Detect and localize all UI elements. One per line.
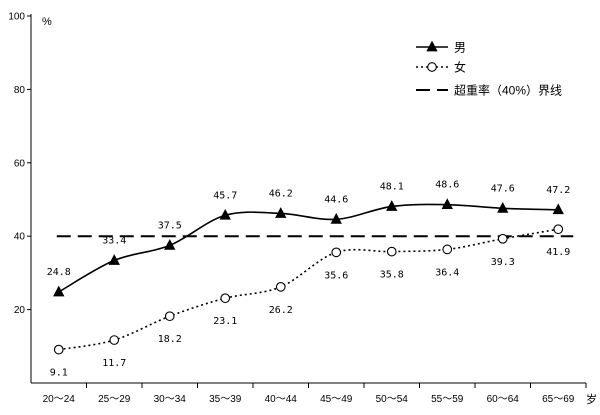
female-data-label: 11.7 — [102, 358, 126, 369]
female-data-label: 35.8 — [380, 270, 404, 281]
male-data-label: 48.6 — [435, 180, 459, 191]
male-data-point — [108, 254, 120, 265]
x-tick-label: 40～44 — [265, 394, 298, 405]
male-data-point — [497, 201, 509, 213]
male-data-label: 37.5 — [158, 220, 182, 231]
male-data-point — [275, 207, 287, 218]
male-data-point — [330, 212, 342, 224]
male-data-label: 47.2 — [546, 185, 570, 196]
legend-item-female: 女 — [416, 60, 466, 75]
legend-item-threshold: 超重率（40%）界线 — [416, 83, 562, 98]
female-data-label: 39.3 — [491, 257, 515, 268]
y-tick-label: 100 — [8, 12, 25, 23]
female-data-label: 23.1 — [213, 316, 237, 327]
y-tick-label: 80 — [14, 85, 26, 96]
female-data-point — [442, 244, 453, 255]
series-group — [53, 198, 564, 355]
male-data-point — [53, 285, 65, 297]
female-data-point — [331, 247, 342, 258]
female-data-label: 26.2 — [269, 305, 293, 316]
male-data-label: 48.1 — [380, 181, 404, 192]
male-data-label: 46.2 — [269, 188, 293, 199]
legend-swatch-marker — [427, 62, 437, 72]
male-data-point — [441, 198, 453, 210]
legend-swatch-marker — [426, 40, 438, 52]
female-data-point — [164, 311, 175, 322]
legend-item-male: 男 — [416, 41, 466, 55]
female-data-point — [386, 246, 397, 257]
x-tick-label: 30～34 — [154, 394, 187, 405]
female-data-label: 9.1 — [50, 368, 68, 379]
data-labels: 24.8 33.4 37.5 45.7 46.2 44.6 48.1 48.6 47.6 47.2… — [47, 180, 571, 379]
male-data-label: 45.7 — [213, 190, 237, 201]
male-data-point — [386, 200, 398, 211]
y-tick-label: 60 — [14, 158, 26, 169]
female-data-point — [553, 224, 564, 235]
x-tick-label: 55～59 — [431, 394, 464, 405]
female-data-point — [109, 335, 120, 345]
x-tick-label: 65～69 — [542, 394, 575, 405]
male-series-line — [58, 203, 559, 293]
x-tick-label: 35～39 — [209, 394, 242, 405]
female-data-point — [497, 233, 508, 244]
male-data-point — [219, 208, 231, 220]
y-tick-label: 40 — [14, 232, 26, 243]
female-data-label: 35.6 — [324, 270, 348, 281]
male-data-point — [164, 239, 176, 250]
x-tick-label: 45～49 — [320, 394, 353, 405]
x-axis-unit-label: 岁 — [586, 392, 597, 406]
female-data-label: 18.2 — [158, 334, 182, 345]
axes: 20 40 60 80 100 20～24 25～29 30～34 35～39 40～44 45～4… — [8, 12, 587, 405]
x-tick-label: 25～29 — [98, 394, 131, 405]
female-data-label: 41.9 — [546, 247, 570, 258]
legend-label: 男 — [454, 41, 466, 55]
female-data-point — [275, 281, 286, 292]
y-axis-unit-label: % — [42, 16, 52, 28]
male-data-label: 44.6 — [324, 194, 348, 205]
x-tick-label: 60～64 — [487, 394, 520, 405]
male-data-point — [552, 203, 564, 215]
x-tick-label: 20～24 — [43, 394, 76, 405]
male-data-label: 47.6 — [491, 183, 515, 194]
male-data-label: 24.8 — [47, 267, 71, 278]
x-tick-label: 50～54 — [376, 394, 409, 405]
male-data-label: 33.4 — [102, 235, 126, 246]
y-tick-label: 20 — [14, 305, 26, 316]
female-series-line — [58, 228, 559, 351]
legend-label: 超重率（40%）界线 — [454, 83, 562, 98]
legend-label: 女 — [454, 60, 466, 75]
female-data-point — [220, 293, 231, 304]
female-data-point — [53, 344, 64, 355]
female-data-label: 36.4 — [435, 267, 459, 278]
